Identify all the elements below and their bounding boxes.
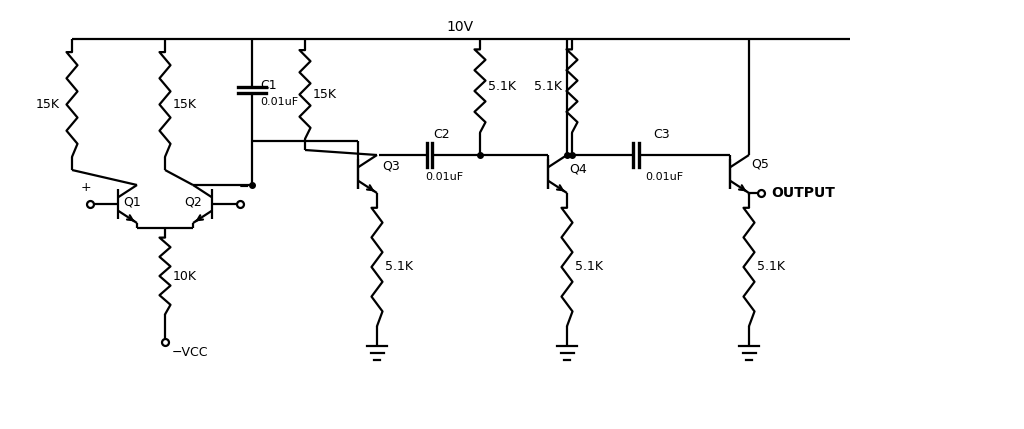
Text: 5.1K: 5.1K [575,260,603,274]
Text: 10K: 10K [173,269,197,283]
Text: OUTPUT: OUTPUT [771,186,835,200]
Text: 5.1K: 5.1K [385,260,413,274]
Text: 15K: 15K [36,98,60,111]
Text: +: + [81,181,91,194]
Text: −VCC: −VCC [172,346,209,359]
Text: 10V: 10V [446,20,473,34]
Text: 0.01uF: 0.01uF [260,97,298,107]
Text: C1: C1 [260,79,276,91]
Text: 15K: 15K [313,88,337,101]
Text: Q5: Q5 [751,157,769,170]
Text: 15K: 15K [173,98,197,111]
Text: Q2: Q2 [184,196,202,208]
Text: −: − [239,181,249,194]
Text: 5.1K: 5.1K [488,81,516,94]
Text: 0.01uF: 0.01uF [425,172,463,182]
Text: C2: C2 [434,128,451,141]
Text: 0.01uF: 0.01uF [645,172,683,182]
Text: 5.1K: 5.1K [534,81,562,94]
Text: Q4: Q4 [569,163,587,175]
Text: 5.1K: 5.1K [757,260,785,274]
Text: Q1: Q1 [123,196,140,208]
Text: Q3: Q3 [382,160,399,172]
Text: C3: C3 [653,128,671,141]
